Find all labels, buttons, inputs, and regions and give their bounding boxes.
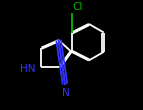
Text: Cl: Cl <box>73 2 83 12</box>
Text: N: N <box>62 88 70 98</box>
Text: HN: HN <box>20 64 36 74</box>
